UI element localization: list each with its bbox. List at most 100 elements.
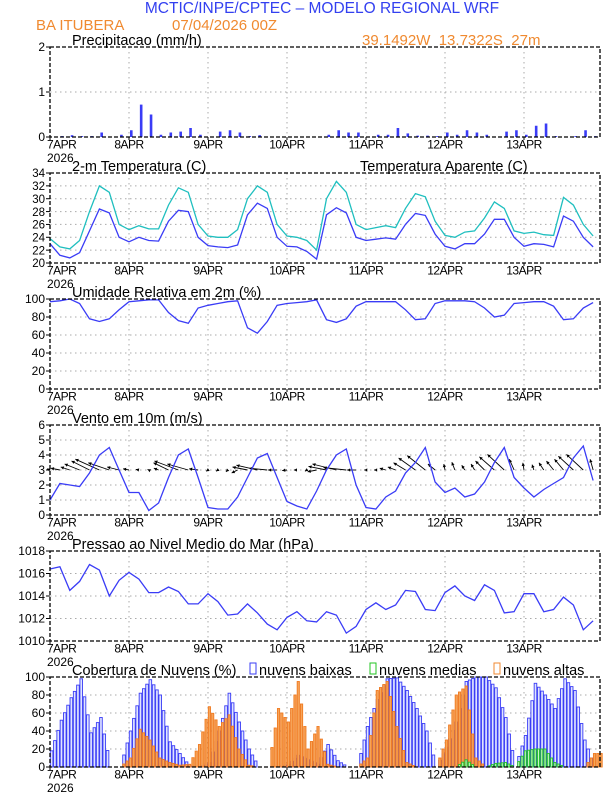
wind-vector-arrowhead [407,455,411,459]
precip-bar [475,132,479,137]
wind-vector-arrowhead [153,462,157,466]
high-cloud-bar [283,717,287,768]
wind-vector-arrow [558,455,574,471]
wind-vector-arrowhead [75,458,79,462]
high-cloud-bar [464,685,468,768]
y-tick-label: 30 [32,194,45,206]
panel-title: Umidade Relativa em 2m (%) [72,285,261,301]
precip-bar [327,134,331,137]
high-cloud-bar [405,762,409,768]
wind-vector-arrowhead [487,454,491,458]
high-cloud-bar [201,731,205,768]
mid-cloud-bar [523,750,527,768]
x-tick-label: 12APR [427,768,463,782]
mid-cloud-bar [540,748,544,768]
wind-vector-arrowhead [347,468,351,472]
wind-vector-arrow [236,464,258,471]
high-cloud-bar [204,718,208,768]
temp-series-line-0 [49,202,594,261]
high-cloud-bar [296,681,300,768]
high-cloud-bar [270,747,274,768]
location: 39.1492W 13.7322S 27m [362,32,540,49]
wind-vector-arrowhead [531,464,535,469]
wind-vector-arrowhead [107,466,111,470]
wind-vector-arrowhead [538,462,543,467]
low-cloud-bar [566,682,571,768]
wind-vector-arrowhead [312,463,316,467]
wind-vector-arrowhead [374,468,378,472]
wind-vector-arrowhead [71,460,75,464]
high-cloud-bar [155,751,159,768]
high-cloud-bar [454,694,458,768]
low-cloud-bar [425,730,429,768]
wind-vector-arrowhead [566,454,570,458]
high-cloud-bar [388,696,392,768]
low-cloud-bar [158,694,162,768]
x-axis-year: 2026 [47,277,74,291]
high-cloud-bar [168,762,172,768]
wind-vector-arrowhead [225,468,230,472]
precip-bar [386,134,390,137]
mid-cloud-bar [464,759,468,768]
x-axis-year: 2026 [47,781,74,792]
precip-bar [525,134,528,137]
wind-vector-arrowhead [471,464,475,468]
low-cloud-bar [247,748,251,768]
y-tick-label: 20 [32,258,45,270]
y-tick-label: 2 [38,478,45,492]
precip-bar [436,136,439,137]
low-cloud-bar [53,740,57,768]
high-cloud-bar [444,739,448,768]
y-tick-label: 60 [32,706,46,720]
high-cloud-bar [194,750,198,768]
precip-bar [465,130,469,137]
mid-cloud-bar [500,762,504,768]
mid-cloud-bar [550,757,554,768]
low-cloud-bar [66,704,70,768]
x-axis-year: 2026 [47,403,74,417]
precip-bar [228,130,232,137]
wind-vector-arrowhead [268,468,272,472]
precip-bar [416,135,419,137]
high-cloud-bar [382,684,386,768]
high-cloud-bar [125,760,129,768]
y-tick-label: 5 [38,433,45,447]
high-cloud-bar [197,744,202,768]
legend-label: nuvens baixas [259,663,352,679]
mid-cloud-bar [546,753,550,768]
y-tick-label: 26 [32,220,45,232]
low-cloud-bar [59,719,64,768]
high-cloud-bar [290,708,294,768]
mid-cloud-bar [543,748,547,768]
y-tick-label: 60 [32,328,46,342]
wind-vector-arrowhead [135,468,140,472]
high-cloud-bar [438,757,442,768]
panel-title: Vento em 10m (m/s) [72,411,203,427]
x-tick-label: 10APR [269,390,305,404]
precip-bar [376,134,380,137]
low-cloud-bar [56,729,60,768]
mid-cloud-bar [533,748,537,768]
panel-clouds: 0 20 40 60 80 100 Cobertura de Nuvens (%) nuven… [25,662,603,792]
precip-bar [357,132,360,137]
low-cloud-bar [72,690,77,768]
mid-cloud-bar [461,761,465,768]
wind-vector-arrowhead [206,468,210,472]
x-tick-label: 11APR [349,642,384,656]
low-cloud-bar [89,732,93,768]
x-tick-label: 8APR [114,516,144,530]
x-tick-label: 10APR [269,138,305,152]
wind-vector-arrowhead [323,466,327,470]
plot-frame [49,550,601,642]
y-tick-label: 4 [38,448,45,462]
wind-vector-arrowhead [475,461,479,465]
legend-swatch-icon [369,662,377,675]
wind-vector-arrowhead [546,461,550,465]
high-cloud-bar [217,726,221,768]
panel-pressure: 1010 1012 1014 1016 1018 Pressao ao Nivel Med… [18,537,601,669]
mid-cloud-bar [553,762,557,768]
high-cloud-bar [451,709,455,768]
low-cloud-bar [507,733,511,768]
low-cloud-bar [405,690,409,768]
